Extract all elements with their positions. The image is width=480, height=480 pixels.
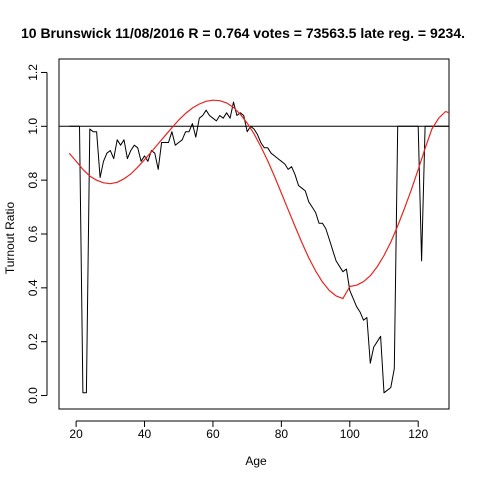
x-tick-label: 120 [408, 427, 428, 441]
x-tick-label: 40 [138, 427, 152, 441]
plot-frame [58, 58, 450, 410]
y-tick-label: 0.0 [26, 387, 40, 404]
x-tick-label: 100 [340, 427, 360, 441]
y-tick-label: 0.6 [26, 225, 40, 242]
y-tick-label: 1.0 [26, 118, 40, 135]
y-axis-label: Turnout Ratio [3, 202, 17, 275]
series-group [68, 99, 449, 394]
x-axis-label: Age [245, 454, 267, 468]
y-tick-label: 0.8 [26, 171, 40, 188]
x-tick-label: 80 [275, 427, 289, 441]
turnout-ratio-line [69, 101, 449, 394]
chart-title: 10 Brunswick 11/08/2016 R = 0.764 votes … [21, 25, 465, 41]
y-tick-label: 1.2 [26, 64, 40, 81]
plot-area: 20 40 60 80 100 120 0.0 0.2 0.4 0.6 0.8 1.0 1.2 [26, 58, 450, 441]
x-tick-label: 20 [69, 427, 83, 441]
y-tick-label: 0.4 [26, 279, 40, 296]
fitted-curve-line [68, 99, 449, 300]
x-tick-label: 60 [206, 427, 220, 441]
y-tick-label: 0.2 [26, 333, 40, 350]
